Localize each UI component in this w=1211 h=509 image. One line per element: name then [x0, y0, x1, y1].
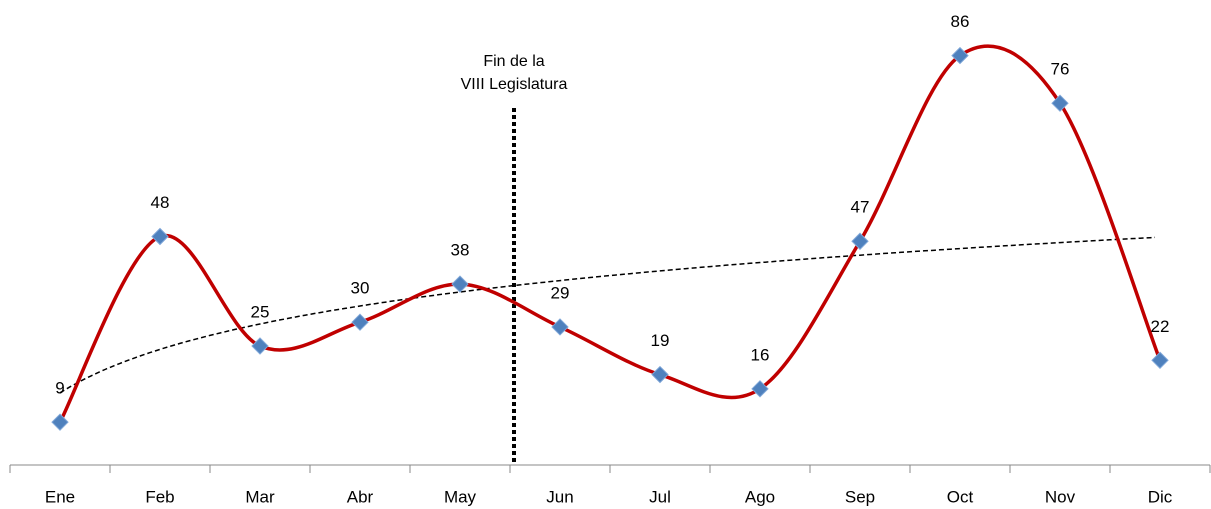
x-tick-label: Mar [245, 487, 275, 506]
x-tick-label: Ago [745, 487, 775, 506]
marker [1051, 94, 1069, 112]
x-tick-label: Abr [347, 487, 374, 506]
annotation-text: VIII Legislatura [461, 76, 568, 93]
marker [251, 337, 269, 355]
marker [1151, 351, 1169, 369]
data-label: 38 [451, 241, 470, 260]
marker [451, 275, 469, 293]
data-label: 30 [351, 279, 370, 298]
marker [151, 227, 169, 246]
x-tick-label: Oct [947, 487, 974, 506]
line [58, 44, 1162, 423]
marker [751, 380, 769, 398]
x-tick-label: Jun [546, 487, 573, 506]
x-tick-label: Sep [845, 487, 875, 506]
data-label: 48 [151, 193, 170, 212]
annotation-text: Fin de la [483, 53, 544, 70]
marker [51, 413, 69, 431]
data-label: 76 [1051, 60, 1070, 79]
x-tick-label: Jul [649, 487, 671, 506]
data-label: 9 [55, 379, 64, 398]
x-tick-label: May [444, 487, 477, 506]
data-label: 16 [751, 345, 770, 364]
marker [951, 46, 969, 65]
x-tick-label: Feb [145, 487, 174, 506]
marker [351, 313, 369, 331]
data-label: 47 [851, 198, 870, 217]
marker [651, 365, 669, 384]
marker [551, 318, 569, 336]
marker [851, 232, 869, 250]
trendline [59, 236, 1156, 394]
data-label: 29 [551, 283, 570, 302]
data-label: 25 [251, 302, 270, 321]
x-tick-label: Dic [1148, 487, 1173, 506]
data-label: 86 [951, 12, 970, 31]
x-tick-label: Nov [1045, 487, 1076, 506]
x-tick-label: Ene [45, 487, 75, 506]
data-label: 22 [1151, 317, 1170, 336]
data-label: 19 [651, 331, 670, 350]
